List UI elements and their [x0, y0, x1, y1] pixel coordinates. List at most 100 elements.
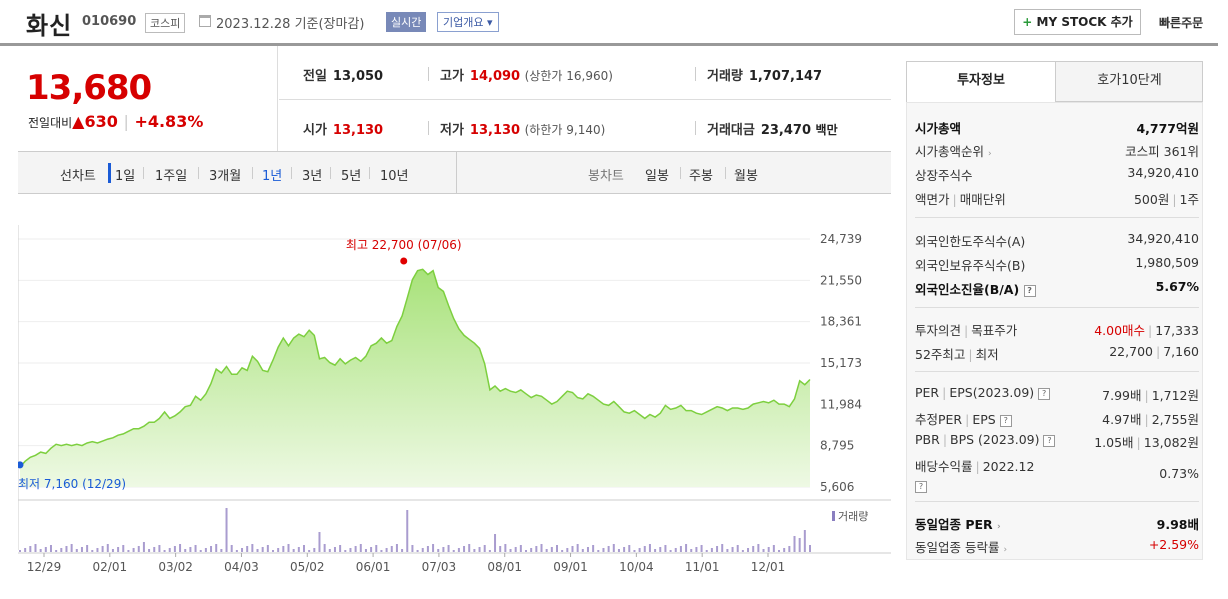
volume-bar — [757, 544, 760, 552]
candle-monthly[interactable]: 월봉 — [734, 169, 758, 184]
volume-bar — [659, 547, 662, 552]
divider — [725, 167, 726, 179]
stock-header: 화신 010690 코스피 2023.12.28 기준(장마감) 실시간 기업개… — [0, 0, 1228, 44]
volume-bar — [488, 550, 491, 552]
volume-bar — [716, 546, 719, 552]
volume-bar — [241, 548, 244, 552]
period-1w[interactable]: 1주일 — [155, 169, 188, 184]
volume-bar — [375, 545, 378, 552]
period-3m[interactable]: 3개월 — [209, 169, 242, 184]
volume-bar — [473, 549, 476, 552]
volume-bar — [220, 549, 223, 552]
volume-bar — [406, 510, 409, 552]
help-icon[interactable]: ? — [1043, 434, 1056, 447]
volume-bar — [463, 546, 466, 552]
volume-bar — [318, 532, 321, 552]
row-label: 시가총액순위 — [915, 144, 985, 159]
volume-bar — [710, 548, 713, 552]
header-divider — [0, 43, 1218, 46]
row-label: 외국인보유주식수(B) — [915, 258, 1026, 273]
volume-bar — [127, 550, 130, 552]
volume-bar — [210, 546, 213, 552]
help-icon[interactable]: ? — [1038, 387, 1051, 400]
row-label: 액면가 — [915, 192, 950, 207]
volume-bar — [168, 548, 171, 552]
volume-bar — [540, 544, 543, 552]
realtime-badge[interactable]: 실시간 — [386, 12, 427, 32]
row-foreign-ratio: 외국인소진율(B/A) ? 5.67% — [915, 279, 1199, 299]
volume-bar — [380, 550, 383, 552]
volume-bar — [344, 550, 347, 552]
x-tick-label: 07/03 — [422, 560, 457, 574]
candle-weekly[interactable]: 주봉 — [689, 169, 713, 184]
add-mystock-button[interactable]: + MY STOCK 추가 — [1014, 9, 1141, 35]
x-tick-label: 09/01 — [553, 560, 588, 574]
row-value: 17,333 — [1155, 323, 1199, 338]
help-icon[interactable]: ? — [999, 414, 1012, 427]
volume-bar — [571, 546, 574, 552]
volume-bar — [421, 548, 424, 552]
price-chart[interactable]: 24,739 21,550 18,361 15,173 11,984 8,795 5,606… — [16, 195, 891, 595]
volume-bar — [19, 550, 21, 552]
row-value: 1,980,509 — [1135, 255, 1199, 270]
x-tick-label: 12/01 — [751, 560, 786, 574]
y-tick-label: 24,739 — [820, 232, 862, 246]
row-label: 배당수익률 — [915, 459, 973, 474]
volume-bar — [576, 544, 579, 552]
period-3y[interactable]: 3년 — [302, 169, 323, 184]
stat-label: 거래대금 — [707, 123, 755, 138]
volume-bar — [679, 546, 682, 552]
divider — [143, 167, 144, 179]
volume-bar — [504, 544, 507, 552]
volume-bar — [370, 547, 373, 552]
volume-bar — [586, 547, 589, 552]
row-market-rank[interactable]: 시가총액순위 › 코스피 361위 — [915, 141, 1199, 161]
stat-value: 1,707,147 — [748, 69, 823, 84]
period-1d[interactable]: 1일 — [115, 169, 136, 184]
y-tick-label: 21,550 — [820, 273, 862, 287]
volume-bar — [395, 544, 398, 552]
volume-bar — [499, 546, 502, 552]
volume-bar — [566, 548, 569, 552]
volume-bar — [623, 547, 626, 552]
tab-hoga[interactable]: 호가10단계 — [1097, 73, 1162, 88]
row-shares: 상장주식수 34,920,410 — [915, 165, 1199, 185]
x-tick-label: 02/01 — [93, 560, 128, 574]
volume-bar — [628, 545, 631, 552]
candle-daily[interactable]: 일봉 — [645, 169, 669, 184]
line-chart-label[interactable]: 선차트 — [60, 169, 96, 184]
volume-bar — [44, 547, 47, 552]
volume-bar — [292, 549, 295, 552]
volume-bar — [432, 544, 435, 552]
volume-bar — [230, 545, 233, 552]
company-info-dropdown[interactable]: 기업개요 ▾ — [437, 12, 499, 32]
help-icon[interactable]: ? — [1023, 284, 1036, 297]
volume-bar — [509, 549, 512, 552]
low-annotation: 최저 7,160 (12/29) — [18, 477, 126, 491]
quick-order-button[interactable]: 빠른주문 — [1159, 16, 1204, 30]
divider — [18, 151, 891, 152]
volume-bar — [690, 549, 693, 552]
row-industry-per[interactable]: 동일업종 PER › 9.98배 — [915, 514, 1199, 534]
volume-bar — [261, 547, 264, 552]
volume-bar — [266, 545, 269, 552]
period-5y[interactable]: 5년 — [341, 169, 362, 184]
volume-bar — [277, 548, 280, 552]
candle-chart-label[interactable]: 봉차트 — [588, 169, 624, 184]
period-10y[interactable]: 10년 — [380, 169, 409, 184]
row-value: 4.97배 — [1102, 412, 1142, 427]
tab-invest-info[interactable]: 투자정보 — [907, 62, 1056, 102]
volume-bar — [793, 536, 796, 552]
volume-bar — [416, 550, 419, 552]
volume-bar — [70, 544, 73, 552]
volume-bar — [194, 545, 197, 552]
volume-bar — [721, 544, 724, 552]
volume-bar — [457, 548, 460, 552]
help-icon[interactable]: ? — [915, 481, 927, 493]
row-opinion: 투자의견 | 목표주가 4.00매수 | 17,333 — [915, 323, 1199, 338]
row-value: 22,700 — [1109, 344, 1153, 359]
row-industry-rate[interactable]: 동일업종 등락률 › +2.59% — [915, 537, 1199, 557]
chevron-right-icon: › — [1003, 545, 1008, 555]
row-label: 52주최고 — [915, 347, 966, 362]
period-1y[interactable]: 1년 — [262, 169, 283, 184]
